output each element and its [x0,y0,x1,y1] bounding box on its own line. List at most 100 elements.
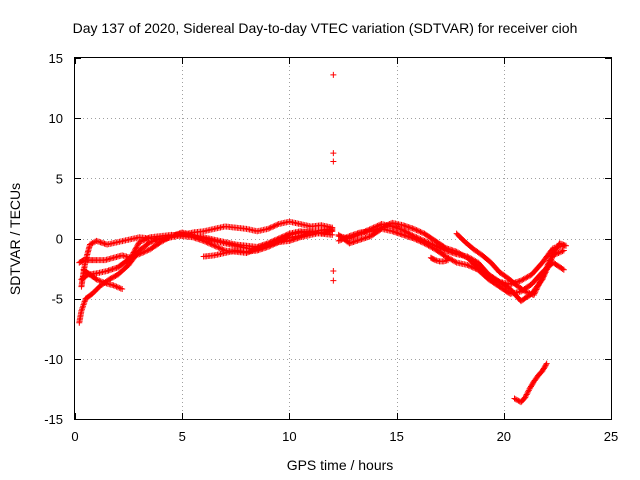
data-point [199,233,206,240]
data-point [541,268,548,275]
x-tick-label: 25 [604,429,618,444]
data-point [355,237,362,244]
data-point [327,228,334,235]
data-point [546,258,553,265]
data-point [511,280,518,287]
data-point [559,265,566,272]
data-point [525,289,532,296]
data-point [546,257,553,264]
data-point [366,233,373,240]
data-point [383,222,390,229]
data-point [544,261,551,268]
data-point [412,236,419,243]
data-point [94,277,101,284]
data-point [132,252,139,259]
data-point [556,249,563,256]
data-point [538,275,545,282]
data-point [317,229,324,236]
data-point [241,225,248,232]
data-point [537,369,544,376]
data-point [218,245,225,252]
data-point [266,225,273,232]
data-point [525,273,532,280]
data-point [536,279,543,286]
data-point [282,232,289,239]
data-point [450,258,457,265]
data-point [220,238,227,245]
data-point [523,289,530,296]
data-point [96,277,103,284]
data-point [144,235,151,242]
data-point [113,283,120,290]
data-point [414,237,421,244]
data-point [124,237,131,244]
y-tick-label: -10 [44,352,63,367]
data-point [512,396,519,403]
data-point [330,158,337,165]
y-axis-label: SDTVAR / TECUs [7,183,23,295]
data-point [167,233,174,240]
data-point [558,248,565,255]
data-point [133,244,140,251]
data-point [523,391,530,398]
data-point [252,247,259,254]
data-point [188,231,195,238]
data-point [214,243,221,250]
data-point [271,222,278,229]
data-point [542,363,549,370]
data-point [285,231,292,238]
data-point [78,258,85,265]
data-point [141,236,148,243]
data-point [462,261,469,268]
x-tick-label: 5 [179,429,186,444]
data-point [440,243,447,250]
data-point [430,255,437,262]
data-point [409,225,416,232]
data-point [412,226,419,233]
data-point [561,242,568,249]
data-point [89,240,96,247]
data-point [502,273,509,280]
data-point [418,239,425,246]
data-point [547,256,554,263]
data-point [134,243,141,250]
data-point [140,249,147,256]
data-point [533,375,540,382]
data-point [417,238,424,245]
data-point [139,249,145,256]
data-point [494,267,501,274]
data-point [465,262,472,269]
data-point [132,245,139,252]
data-point [440,251,447,258]
data-point [540,272,547,279]
data-point [295,234,302,241]
data-point [209,252,216,259]
data-point [114,284,121,291]
data-point [483,274,490,281]
data-point [504,289,511,296]
data-point [133,252,140,259]
y-tick-label: 0 [56,232,63,247]
data-point [92,275,99,282]
series-track-10 [453,230,569,299]
data-point [131,248,138,255]
data-point [468,244,475,251]
data-point [92,270,99,277]
data-point [144,240,151,247]
data-point [206,240,212,247]
data-point [533,286,540,293]
data-point [542,267,549,274]
data-point [520,396,527,403]
data-point [330,267,337,274]
data-point [398,231,405,238]
data-point [398,221,405,228]
data-point [90,239,97,246]
chart-title: Day 137 of 2020, Sidereal Day-to-day VTE… [73,20,578,36]
data-point [137,250,144,257]
data-point [143,248,150,255]
data-point [271,240,278,247]
data-point [112,272,119,279]
data-point [210,242,217,249]
data-point [366,228,373,235]
